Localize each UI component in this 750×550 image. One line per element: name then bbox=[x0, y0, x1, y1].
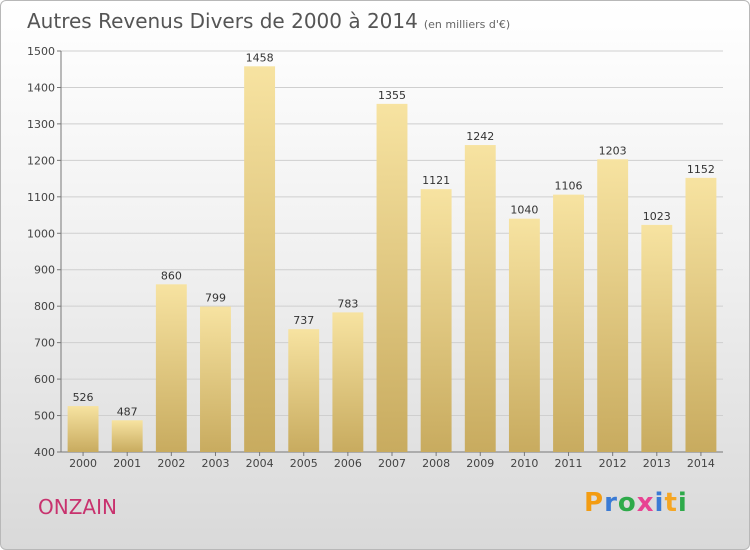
bar bbox=[464, 145, 496, 452]
bar-value-label: 860 bbox=[161, 269, 182, 282]
bar bbox=[420, 189, 452, 452]
bar bbox=[155, 284, 187, 452]
bar-value-label: 737 bbox=[293, 314, 314, 327]
y-tick-label: 500 bbox=[34, 410, 55, 423]
bar bbox=[597, 159, 629, 452]
x-tick-label: 2014 bbox=[687, 457, 715, 470]
y-tick-label: 700 bbox=[34, 337, 55, 350]
bar bbox=[111, 420, 143, 452]
x-tick-label: 2001 bbox=[113, 457, 141, 470]
x-tick-label: 2002 bbox=[157, 457, 185, 470]
town-name: ONZAIN bbox=[38, 495, 117, 519]
bar-value-label: 1203 bbox=[599, 144, 627, 157]
logo-letter: t bbox=[664, 488, 678, 518]
bar-value-label: 783 bbox=[337, 297, 358, 310]
logo-letter: i bbox=[677, 488, 688, 518]
logo-letter: x bbox=[636, 488, 655, 518]
proxiti-logo: Proxiti bbox=[584, 488, 688, 518]
x-tick-label: 2008 bbox=[422, 457, 450, 470]
y-tick-label: 900 bbox=[34, 264, 55, 277]
y-tick-label: 1200 bbox=[27, 154, 55, 167]
x-tick-label: 2007 bbox=[378, 457, 406, 470]
bar-value-label: 1121 bbox=[422, 174, 450, 187]
bar bbox=[332, 312, 364, 452]
x-tick-label: 2009 bbox=[466, 457, 494, 470]
bar bbox=[244, 66, 276, 452]
x-tick-label: 2010 bbox=[510, 457, 538, 470]
y-tick-label: 800 bbox=[34, 300, 55, 313]
y-tick-label: 400 bbox=[34, 446, 55, 459]
logo-letter: r bbox=[604, 488, 618, 518]
chart-subtitle: (en milliers d'€) bbox=[423, 18, 511, 31]
y-tick-label: 600 bbox=[34, 373, 55, 386]
logo-letter: P bbox=[584, 488, 605, 518]
bar bbox=[685, 177, 717, 452]
x-tick-label: 2012 bbox=[599, 457, 627, 470]
bar-value-label: 1242 bbox=[466, 130, 494, 143]
y-tick-label: 1300 bbox=[27, 118, 55, 131]
bar-value-label: 1023 bbox=[643, 210, 671, 223]
x-tick-label: 2013 bbox=[643, 457, 671, 470]
bar-value-label: 487 bbox=[117, 405, 138, 418]
bar-value-label: 1458 bbox=[246, 51, 274, 64]
bar-value-label: 1355 bbox=[378, 89, 406, 102]
x-tick-label: 2005 bbox=[290, 457, 318, 470]
logo-letter: i bbox=[654, 488, 665, 518]
x-tick-label: 2000 bbox=[69, 457, 97, 470]
x-tick-label: 2004 bbox=[246, 457, 274, 470]
bar-value-label: 1152 bbox=[687, 163, 715, 176]
bar bbox=[376, 103, 408, 452]
bar-value-label: 1106 bbox=[555, 180, 583, 193]
x-tick-label: 2011 bbox=[555, 457, 583, 470]
chart-title-text: Autres Revenus Divers de 2000 à 2014 bbox=[27, 9, 418, 33]
y-tick-label: 1100 bbox=[27, 191, 55, 204]
chart-title: Autres Revenus Divers de 2000 à 2014 (en … bbox=[27, 9, 510, 33]
x-tick-label: 2006 bbox=[334, 457, 362, 470]
bar bbox=[200, 306, 231, 452]
bar bbox=[641, 224, 673, 452]
logo-letter: o bbox=[617, 488, 637, 518]
bar bbox=[508, 218, 540, 452]
bar bbox=[553, 194, 584, 452]
bar-value-label: 799 bbox=[205, 292, 226, 305]
y-tick-label: 1400 bbox=[27, 81, 55, 94]
bar-value-label: 526 bbox=[73, 391, 94, 404]
x-tick-label: 2003 bbox=[201, 457, 229, 470]
bar bbox=[67, 406, 99, 452]
bar bbox=[288, 329, 320, 452]
y-tick-label: 1000 bbox=[27, 227, 55, 240]
y-tick-label: 1500 bbox=[27, 45, 55, 58]
bar-value-label: 1040 bbox=[510, 204, 538, 217]
